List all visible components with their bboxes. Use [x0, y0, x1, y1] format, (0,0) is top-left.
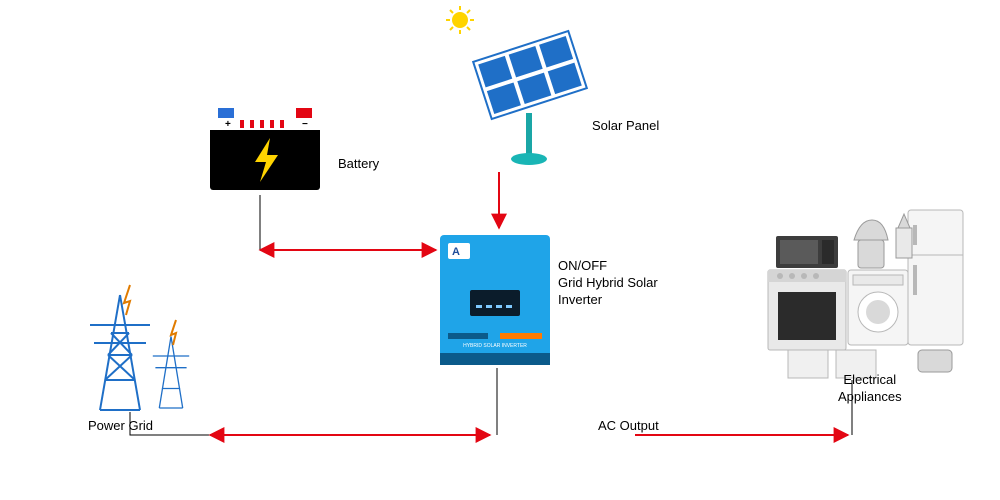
flow-arrows	[210, 172, 848, 435]
svg-text:−: −	[302, 119, 308, 130]
svg-text:HYBRID SOLAR INVERTER: HYBRID SOLAR INVERTER	[463, 343, 527, 349]
ac-output-label: AC Output	[598, 418, 659, 435]
svg-text:A: A	[452, 246, 460, 258]
power-grid-icon	[90, 285, 189, 410]
inverter-label: ON/OFF Grid Hybrid Solar Inverter	[558, 258, 658, 309]
connector-lines	[130, 195, 852, 435]
inverter-icon: A HYBRID SOLAR INVERTER	[440, 235, 550, 365]
battery-label: Battery	[338, 156, 379, 173]
sun-icon	[446, 6, 474, 34]
appliances-icon	[768, 210, 963, 378]
svg-text:+: +	[225, 119, 231, 130]
solar-panel-icon	[473, 31, 587, 165]
appliances-label: Electrical Appliances	[838, 372, 902, 406]
solar-panel-label: Solar Panel	[592, 118, 659, 135]
power-grid-label: Power Grid	[88, 418, 153, 435]
battery-icon: + −	[210, 108, 320, 190]
